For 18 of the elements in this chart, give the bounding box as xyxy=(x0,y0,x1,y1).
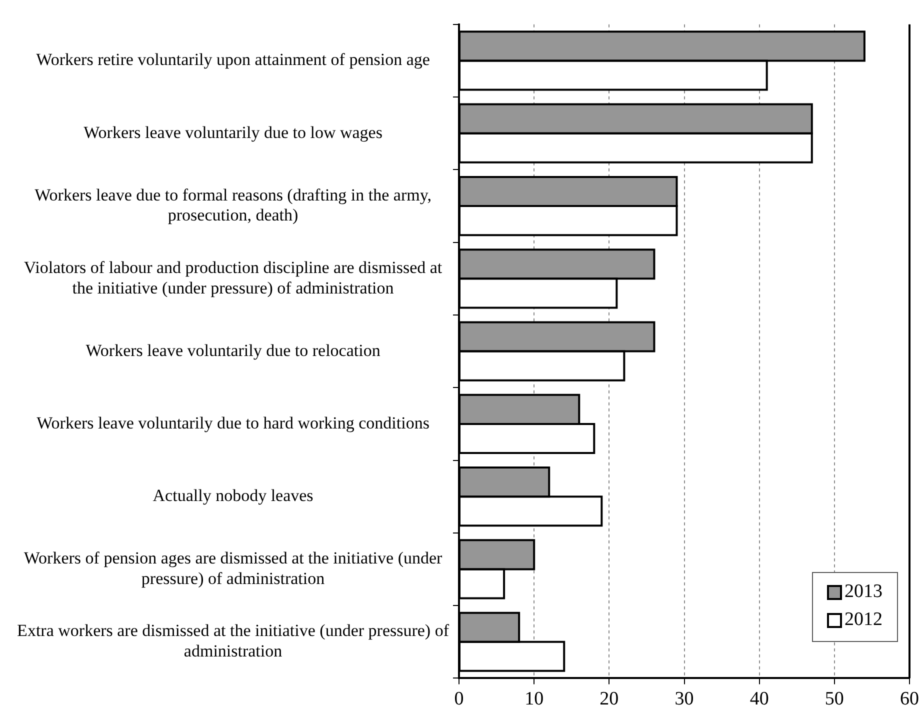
x-tick-label: 0 xyxy=(454,688,464,710)
y-tick-label: Workers leave voluntarily due to low wages xyxy=(84,122,382,142)
x-tick-label: 20 xyxy=(600,688,619,710)
x-tick-label: 10 xyxy=(524,688,544,710)
x-tick-label: 40 xyxy=(750,688,769,710)
y-tick-label: Actually nobody leaves xyxy=(152,486,314,506)
y-tick-label: Workers leave voluntarily due to relocation xyxy=(86,340,381,360)
y-tick-label: Workers retire voluntarily upon attainment of pension age xyxy=(36,50,430,70)
x-tick-label: 30 xyxy=(674,688,694,710)
y-tick-label: Violators of labour and production discipline are dismissed at the initiative (under pressure) of administration xyxy=(24,258,442,298)
x-tick-label: 50 xyxy=(824,688,844,710)
legend-label: 2013 xyxy=(844,581,882,604)
x-tick-label: 60 xyxy=(900,688,919,710)
y-tick-label: Workers leave due to formal reasons (drafting in the army, prosecution, death) xyxy=(34,185,432,225)
y-tick-label: Workers of pension ages are dismissed at the initiative (under pressure) of administration xyxy=(24,548,443,588)
y-tick-label: Workers leave voluntarily due to hard working conditions xyxy=(36,413,430,432)
text: 2012 xyxy=(844,609,882,632)
y-tick-label: Extra workers are dismissed at the initiative (under pressure) of administration xyxy=(17,621,450,661)
